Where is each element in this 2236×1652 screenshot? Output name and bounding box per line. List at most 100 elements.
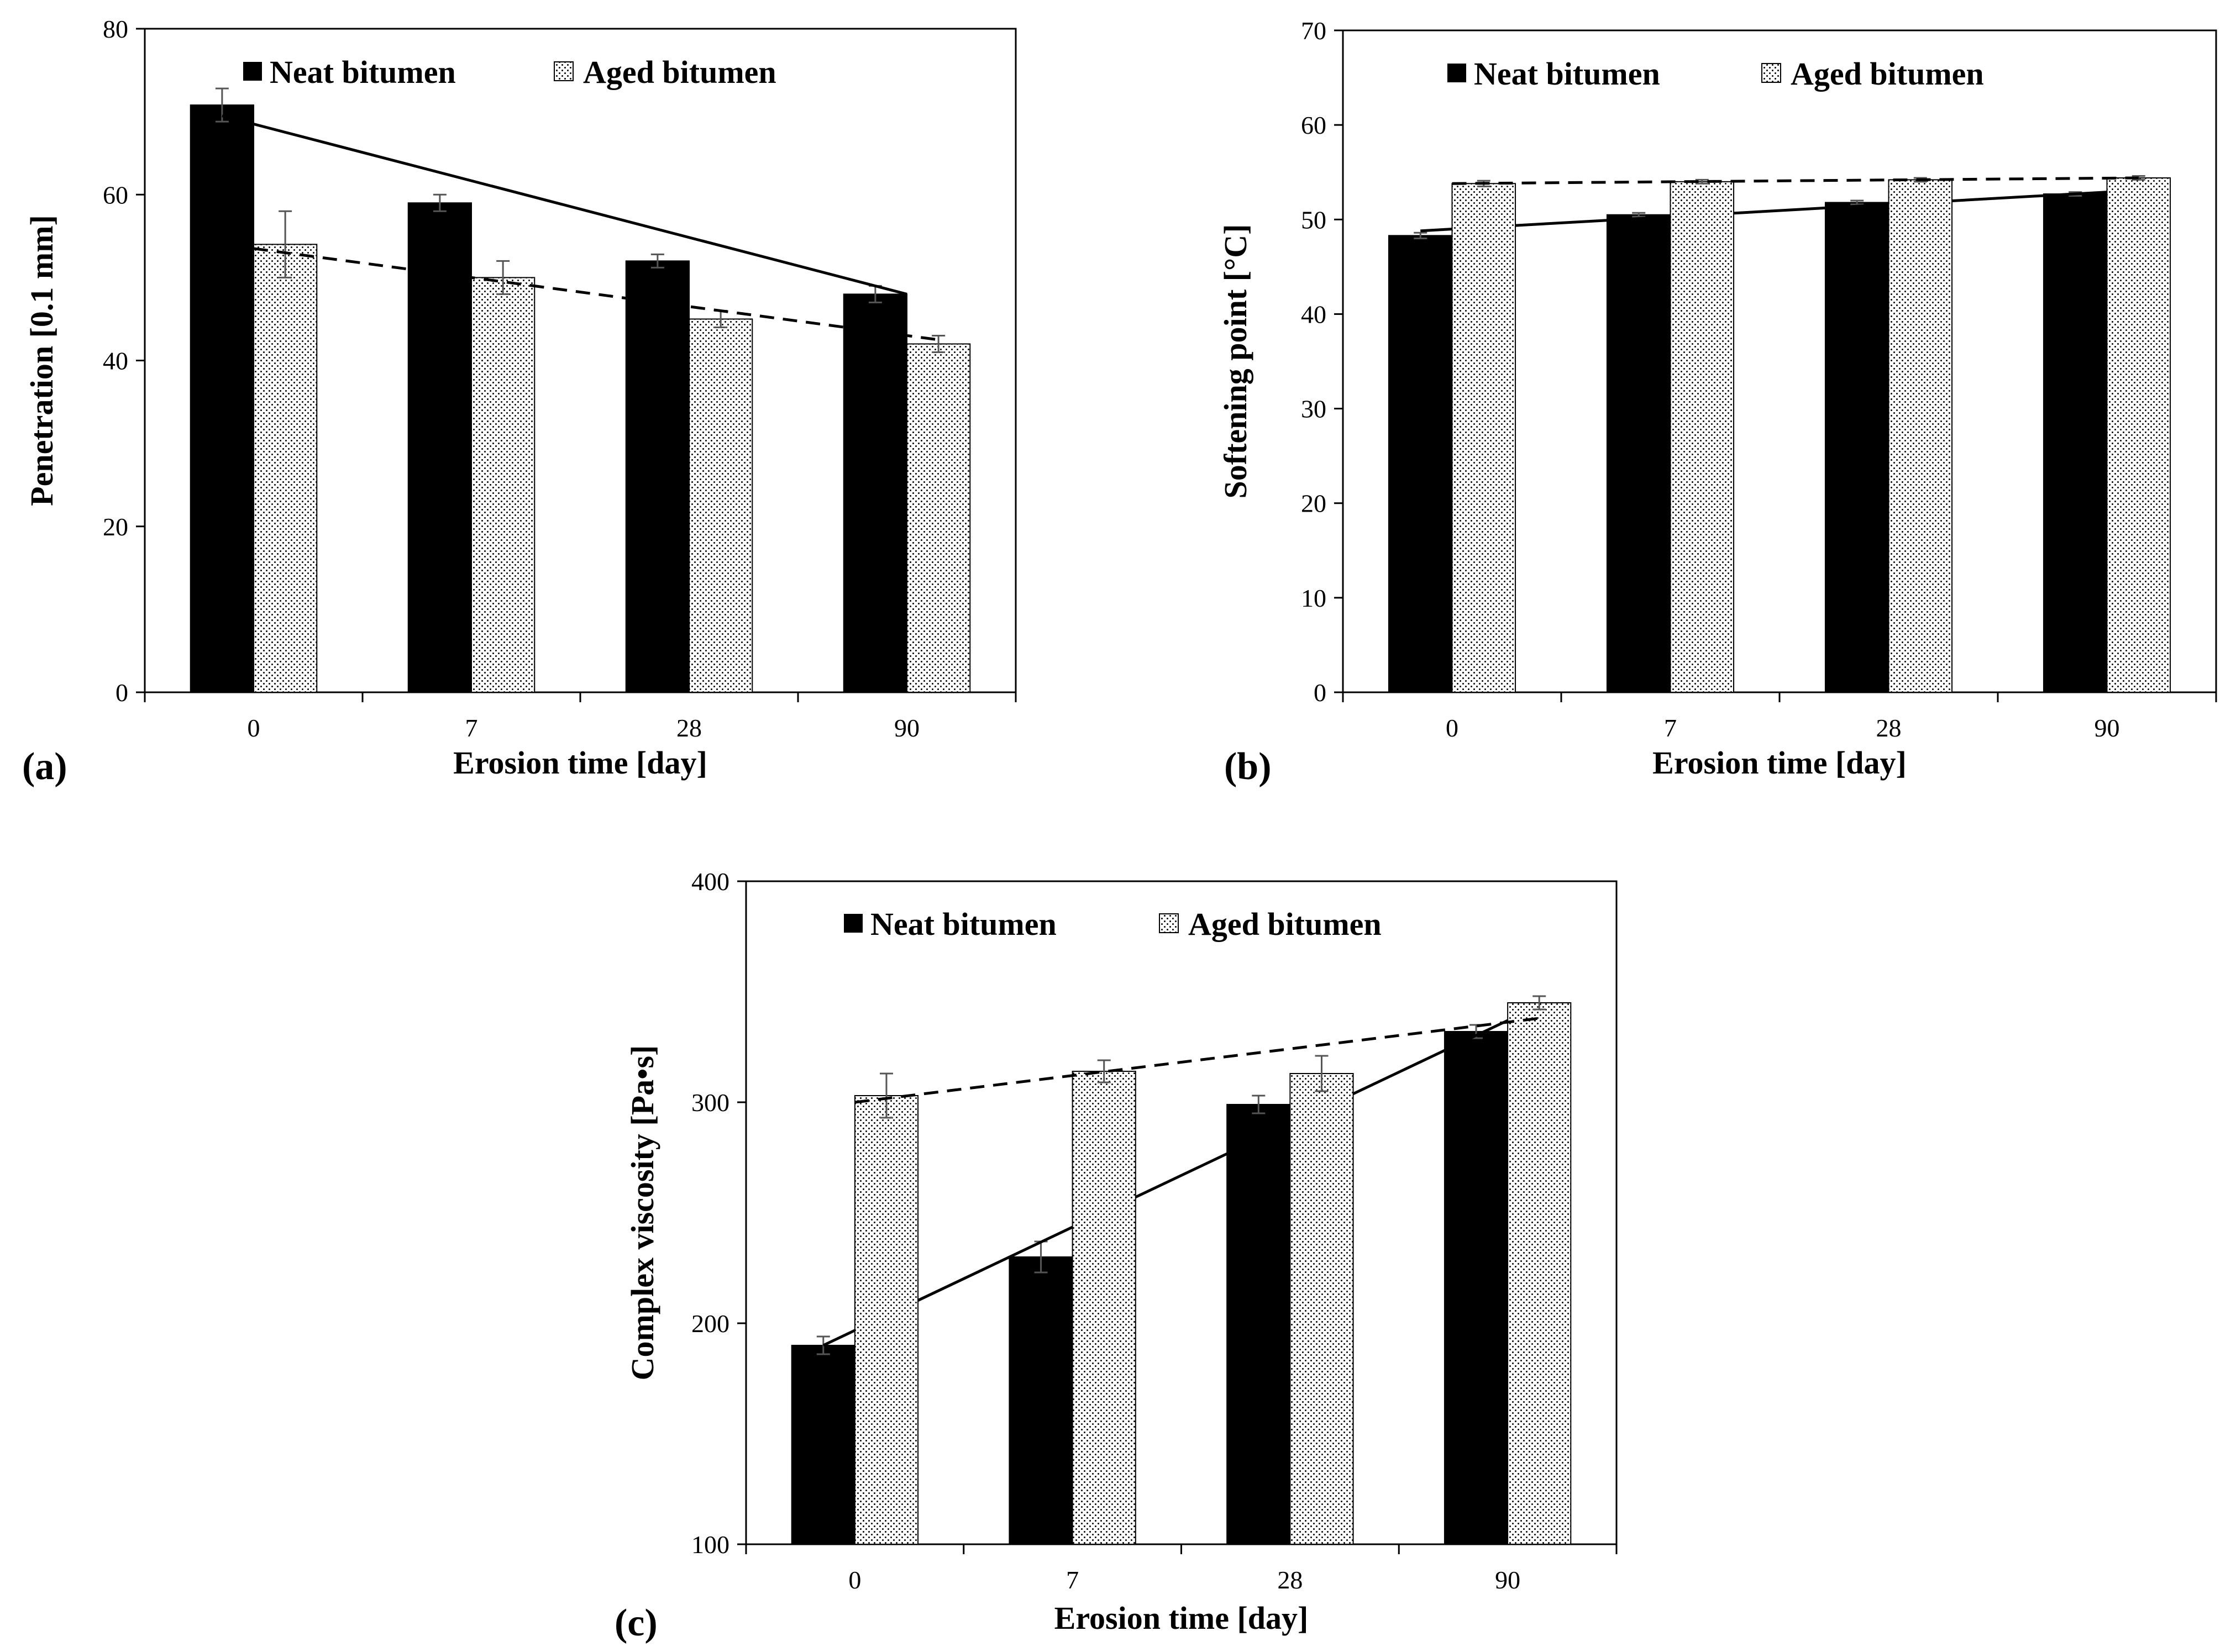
y-tick-label: 40: [103, 347, 128, 375]
chart-panel-3: 100 200 300 400 0 7 28 90 Neat bitumen Aged bitum…: [615, 867, 1618, 1644]
chart-panel-2: 0 10 20 30 40 50 60 70 0 7 28 90 Neat bitumen Aged bi…: [1217, 17, 2217, 788]
error-bar: [1632, 212, 1646, 218]
y-tick-label: 40: [1301, 300, 1326, 328]
y-axis-title: Complex viscosity [Pa•s]: [624, 1045, 660, 1381]
legend-swatch-neat: [243, 62, 262, 81]
bar-neat-90: [843, 293, 907, 693]
bar-neat-90: [1444, 1031, 1509, 1545]
y-tick-label: 300: [691, 1088, 729, 1117]
bar-neat-28: [1824, 202, 1889, 693]
trendline-aged: [1452, 176, 2139, 185]
y-tick-label: 0: [1314, 678, 1326, 707]
error-bar: [1315, 1055, 1329, 1092]
x-axis-title: Erosion time [day]: [453, 745, 707, 781]
bar-aged-28: [1289, 1073, 1354, 1545]
error-bar: [1695, 178, 1709, 185]
legend-swatch-aged: [1761, 63, 1781, 83]
legend: Neat bitumen Aged bitumen: [844, 906, 1382, 942]
trendline-neat: [1420, 191, 2107, 233]
x-tick-label: 0: [848, 1566, 861, 1594]
y-tick-label: 20: [103, 513, 128, 541]
error-bar: [879, 1072, 893, 1119]
y-tick-label: 60: [103, 181, 128, 209]
error-bar: [1252, 1095, 1266, 1114]
y-tick-label: 80: [103, 15, 128, 43]
legend-swatch-neat: [1447, 64, 1466, 82]
y-tick-label: 60: [1301, 111, 1326, 139]
error-bar: [1850, 199, 1864, 206]
bar-aged-7: [471, 277, 536, 693]
y-tick-label: 50: [1301, 206, 1326, 234]
legend: Neat bitumen Aged bitumen: [243, 54, 776, 90]
x-tick-label: 7: [465, 714, 478, 742]
legend-swatch-aged: [554, 61, 574, 81]
legend-label-neat: Neat bitumen: [270, 54, 456, 90]
panel-label: (c): [615, 1602, 658, 1644]
trendline-aged: [253, 247, 939, 341]
x-tick-label: 90: [1495, 1566, 1520, 1594]
bar-neat-7: [1009, 1256, 1073, 1545]
x-axis-title: Erosion time [day]: [1054, 1600, 1309, 1636]
y-axis-title: Softening point [°C]: [1217, 224, 1253, 499]
bar-aged-90: [1507, 1002, 1572, 1545]
error-bar: [1097, 1059, 1111, 1083]
bar-neat-0: [190, 104, 254, 693]
bar-aged-7: [1072, 1071, 1136, 1545]
bar-neat-90: [2043, 193, 2108, 693]
bar-aged-0: [253, 244, 318, 693]
bar-aged-7: [1670, 181, 1735, 693]
y-tick-label: 70: [1301, 17, 1326, 45]
legend-label-neat: Neat bitumen: [870, 906, 1057, 942]
legend-label-aged: Aged bitumen: [583, 54, 776, 90]
error-bar: [496, 260, 510, 295]
bar-aged-0: [854, 1095, 919, 1545]
x-tick-label: 28: [1876, 714, 1902, 742]
legend-label-aged: Aged bitumen: [1188, 906, 1382, 942]
y-tick-label: 20: [1301, 490, 1326, 518]
bar-aged-28: [1888, 179, 1953, 693]
legend-label-neat: Neat bitumen: [1474, 56, 1660, 92]
bar-neat-7: [407, 202, 472, 693]
bar-neat-0: [791, 1345, 855, 1545]
y-tick-label: 100: [691, 1530, 729, 1559]
panel-label: (a): [22, 745, 67, 788]
y-tick-label: 400: [691, 867, 729, 896]
x-tick-label: 90: [2095, 714, 2120, 742]
y-tick-label: 0: [116, 678, 128, 707]
bar-aged-90: [906, 343, 971, 693]
y-tick-label: 30: [1301, 395, 1326, 423]
bar-aged-90: [2106, 177, 2171, 693]
trendline-neat: [822, 1019, 1509, 1347]
bar-neat-7: [1606, 214, 1671, 693]
y-tick-label: 200: [691, 1309, 729, 1338]
x-tick-label: 90: [894, 714, 920, 742]
bar-neat-0: [1388, 235, 1453, 693]
bar-neat-28: [1226, 1104, 1291, 1545]
error-bar: [650, 253, 664, 269]
error-bar: [1532, 995, 1546, 1011]
error-bar: [932, 334, 946, 353]
trendline-aged: [854, 1017, 1540, 1104]
trendline-neat: [222, 114, 907, 296]
x-tick-label: 7: [1664, 714, 1677, 742]
bar-aged-28: [689, 318, 753, 693]
x-tick-label: 0: [1446, 714, 1458, 742]
legend-swatch-neat: [844, 914, 863, 933]
legend: Neat bitumen Aged bitumen: [1447, 56, 1984, 92]
chart-panel-1: 0 20 40 60 80 0 7 28 90 Neat bitumen Aged bitumen E…: [22, 15, 1017, 788]
x-tick-label: 28: [676, 714, 702, 742]
error-bar: [279, 210, 292, 278]
error-bar: [1414, 232, 1427, 240]
bar-neat-28: [625, 260, 690, 693]
panel-label: (b): [1224, 745, 1272, 788]
x-tick-label: 28: [1277, 1566, 1303, 1594]
x-axis-title: Erosion time [day]: [1652, 745, 1907, 781]
legend-label-aged: Aged bitumen: [1791, 56, 1984, 92]
x-tick-label: 7: [1066, 1566, 1079, 1594]
y-tick-label: 10: [1301, 584, 1326, 612]
legend-swatch-aged: [1159, 913, 1179, 933]
y-axis-title: Penetration [0.1 mm]: [24, 215, 60, 506]
error-bar: [433, 193, 447, 212]
x-tick-label: 0: [248, 714, 260, 742]
